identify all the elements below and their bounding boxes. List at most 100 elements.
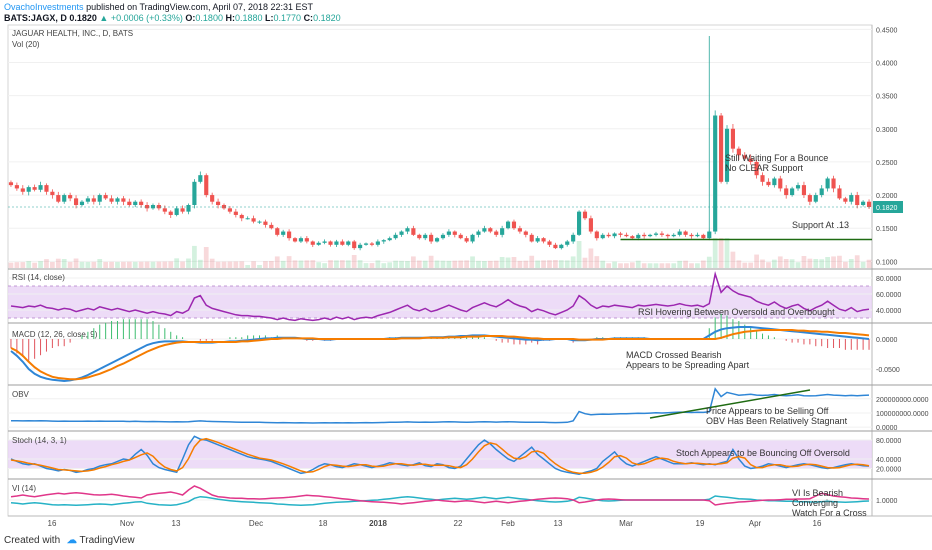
volume-bar (736, 260, 742, 268)
rsi-y-tick: 40.0000 (876, 308, 901, 315)
volume-bar (724, 238, 730, 268)
volume-bar (570, 256, 576, 268)
candle-body (363, 243, 369, 245)
volume-bar (257, 265, 262, 268)
candle-body (505, 221, 511, 229)
obv-trend-line (649, 389, 811, 419)
volume-bar (730, 251, 736, 268)
volume-bar (280, 260, 286, 268)
volume-bar (523, 260, 529, 268)
volume-bar (192, 245, 197, 268)
volume-bar (843, 261, 848, 268)
candle-body (103, 195, 108, 199)
close-value: 0.1820 (313, 13, 341, 23)
price-y-tick: 0.3000 (876, 127, 898, 134)
candle-body (618, 233, 623, 235)
volume-bar (464, 260, 469, 268)
candle-body (340, 241, 345, 245)
volume-bar (706, 256, 712, 268)
candle-body (139, 201, 144, 206)
volume-label: Vol (20) (12, 40, 40, 49)
candle-body (233, 211, 238, 215)
price-y-tick: 0.2000 (876, 193, 898, 200)
volume-bar (55, 258, 61, 268)
candle-body (91, 198, 96, 202)
candle-body (162, 208, 167, 212)
volume-bar (316, 262, 322, 268)
annotation-macd-crossed: MACD Crossed Bearish (626, 350, 722, 360)
candle-body (109, 198, 114, 202)
candle-body (523, 231, 528, 235)
candle-body (659, 233, 664, 235)
x-tick-label: 19 (696, 519, 705, 528)
candle-body (352, 241, 357, 249)
volume-bar (825, 257, 830, 268)
candle-body (304, 238, 309, 242)
candle-body (434, 238, 440, 242)
tradingview-logo-icon[interactable]: ☁ (66, 535, 77, 546)
rsi-band (8, 286, 872, 318)
created-with-text: Created with (4, 535, 61, 546)
annotation-support-level: Support At .13 (792, 220, 849, 230)
volume-bar (428, 255, 434, 268)
vi-y-tick: 1.0000 (876, 498, 898, 505)
stoch-y-tick: 80.0000 (876, 438, 901, 445)
candle-body (452, 231, 457, 235)
volume-bar (298, 260, 304, 268)
volume-bar (742, 262, 748, 268)
candle-body (97, 195, 102, 202)
volume-bar (286, 256, 292, 268)
volume-bar (91, 261, 97, 268)
volume-bar (239, 261, 245, 268)
x-tick-label: 16 (48, 519, 57, 528)
volume-bar (695, 263, 700, 268)
candle-body (760, 175, 765, 182)
candle-body (174, 208, 179, 215)
candle-body (488, 228, 493, 232)
candle-body (239, 214, 244, 219)
volume-bar (221, 261, 227, 268)
candle-body (612, 233, 617, 237)
volume-bar (795, 262, 801, 268)
obv-y-tick: 0.0000 (876, 425, 898, 432)
annotation-stoch: Stoch Appears to be Bouncing Off Oversol… (676, 448, 850, 458)
volume-bar (126, 261, 132, 268)
candle-body (470, 234, 475, 242)
volume-bar (517, 260, 523, 268)
volume-bar (588, 248, 594, 268)
candle-body (790, 188, 795, 196)
volume-bar (399, 260, 404, 268)
candle-body (310, 241, 315, 245)
volume-bar (618, 263, 623, 268)
macd-signal-line (10, 329, 870, 381)
macd-y-tick: -0.0500 (876, 367, 900, 374)
volume-bar (393, 260, 398, 268)
annotation-vi-converging: Converging (792, 498, 838, 508)
candle-body (292, 238, 298, 242)
volume-bar (150, 261, 156, 268)
candle-body (571, 234, 576, 242)
candle-body (795, 185, 801, 189)
annotation-no-clear-support: No CLEAR Support (725, 163, 804, 173)
annotation-obv-stagnant: OBV Has Been Relatively Stagnant (706, 416, 848, 426)
annotation-vi-cross: Watch For a Cross (792, 508, 867, 518)
volume-bar (564, 260, 570, 268)
volume-bar (274, 256, 280, 268)
volume-bar (860, 261, 866, 268)
candle-body (446, 231, 451, 235)
volume-bar (594, 256, 600, 268)
candle-body (245, 218, 250, 220)
candle-body (855, 195, 860, 206)
candle-body (754, 161, 759, 176)
tradingview-brand[interactable]: TradingView (79, 535, 135, 546)
candle-body (831, 178, 836, 189)
candle-body (133, 201, 138, 206)
candle-body (825, 178, 830, 189)
volume-bar (334, 260, 339, 268)
volume-bar (766, 262, 771, 268)
author-link[interactable]: OvachoInvestments (4, 2, 84, 12)
volume-bar (653, 263, 659, 268)
candle-body (464, 238, 469, 242)
volume-bar (73, 258, 79, 268)
